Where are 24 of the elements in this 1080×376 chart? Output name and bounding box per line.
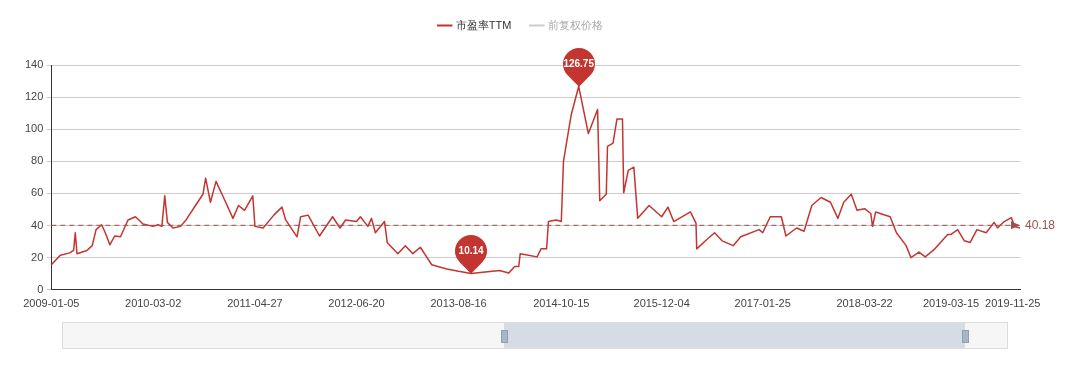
x-tick-label: 2013-08-16 <box>430 297 487 310</box>
x-tick-label: 2014-10-15 <box>533 297 590 310</box>
y-tick-label: 40 <box>31 218 44 231</box>
y-tick-label: 0 <box>37 282 44 295</box>
x-tick-label: 2009-01-05 <box>23 297 80 310</box>
x-tick-label: 2019-03-15 <box>922 297 980 310</box>
y-tick-label: 100 <box>24 122 44 135</box>
x-tick-label: 2015-12-04 <box>633 297 690 310</box>
y-tick-label: 120 <box>24 90 44 103</box>
annotation: 10.14 <box>457 243 485 257</box>
y-tick-label: 80 <box>31 154 44 167</box>
x-tick-label: 2010-03-02 <box>125 297 182 310</box>
legend-label: 前复权价格 <box>547 18 603 31</box>
annotation: 126.75 <box>562 56 595 70</box>
x-tick-label: 2019-11-25 <box>985 297 1041 310</box>
ref-line-label: 40.18 <box>1025 217 1056 232</box>
x-tick-label: 2012-06-20 <box>328 297 385 310</box>
x-tick-label: 2017-01-25 <box>734 297 791 310</box>
x-tick-label: 2011-04-27 <box>227 297 283 310</box>
x-tick-label: 2018-03-22 <box>836 297 893 310</box>
y-tick-label: 140 <box>24 58 44 71</box>
y-tick-label: 20 <box>31 250 44 263</box>
y-tick-label: 60 <box>31 186 44 199</box>
legend-label: 市盈率TTM <box>455 18 512 31</box>
